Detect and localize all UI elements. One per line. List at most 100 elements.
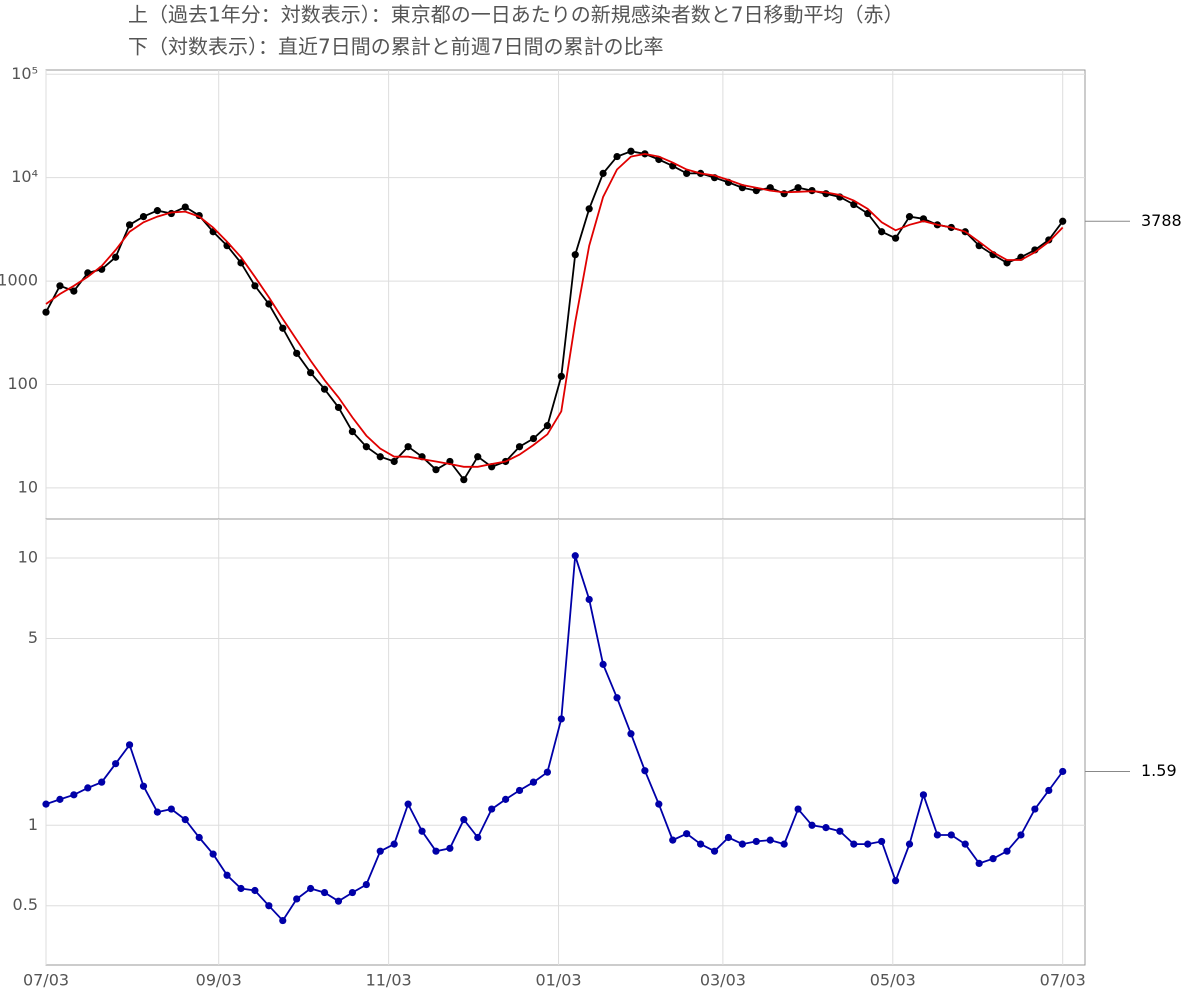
data-point	[1059, 217, 1067, 225]
chart-title: 上（過去1年分：対数表示）：東京都の一日あたりの新規感染者数と7日移動平均（赤）	[128, 3, 903, 27]
data-point	[627, 147, 635, 155]
data-point	[515, 443, 524, 451]
data-point	[683, 169, 691, 177]
data-point	[1059, 767, 1067, 776]
data-point	[265, 902, 273, 910]
data-point	[84, 784, 92, 792]
data-point	[585, 595, 593, 604]
data-point	[112, 253, 120, 261]
data-point	[933, 831, 941, 839]
data-point	[836, 827, 844, 835]
data-point	[362, 880, 370, 889]
data-point	[947, 831, 955, 839]
data-point	[599, 660, 607, 668]
y-tick-label: 10⁵	[11, 64, 38, 83]
data-point	[390, 840, 398, 848]
data-point	[376, 847, 384, 855]
data-point	[307, 369, 315, 377]
series-line	[45, 150, 1064, 482]
data-point	[878, 837, 886, 846]
data-point	[766, 836, 774, 844]
data-point	[1031, 805, 1039, 813]
x-tick-label: 07/03	[23, 971, 69, 990]
data-point	[1017, 831, 1025, 839]
data-point	[42, 308, 50, 316]
data-point	[418, 827, 426, 835]
data-point	[293, 895, 301, 903]
data-point	[724, 833, 733, 842]
y-tick-label: 1000	[0, 271, 38, 290]
data-point	[362, 443, 370, 451]
data-point	[905, 213, 914, 221]
data-point	[390, 457, 398, 466]
data-point	[320, 888, 329, 897]
data-point	[543, 768, 551, 776]
x-tick-label: 09/03	[196, 971, 242, 990]
data-point	[265, 300, 273, 308]
data-point	[989, 855, 997, 863]
y-tick-label: 5	[28, 628, 38, 647]
data-point	[696, 840, 705, 848]
x-tick-label: 07/03	[1040, 971, 1086, 990]
data-point	[515, 786, 524, 795]
data-point	[56, 282, 64, 290]
data-point	[891, 234, 900, 242]
data-point	[794, 805, 802, 813]
data-point	[975, 859, 983, 867]
data-point	[181, 203, 189, 211]
x-tick-label: 03/03	[700, 971, 746, 990]
data-point	[125, 221, 134, 229]
data-point	[961, 840, 969, 848]
data-point	[738, 840, 746, 848]
data-point	[348, 428, 357, 436]
data-point	[404, 443, 412, 451]
data-point	[1003, 847, 1011, 855]
y-tick-label: 10	[18, 477, 38, 496]
data-point	[334, 403, 343, 412]
data-point	[209, 850, 217, 858]
data-point	[404, 800, 412, 808]
data-point	[223, 871, 231, 879]
data-point	[251, 282, 259, 290]
data-point	[125, 741, 134, 749]
plot-area	[45, 518, 1086, 966]
data-point	[376, 453, 384, 461]
data-point	[529, 434, 538, 443]
data-point	[585, 205, 593, 213]
y-tick-label: 100	[7, 374, 38, 393]
data-point	[460, 476, 468, 484]
data-point	[627, 730, 635, 738]
data-point	[919, 791, 928, 799]
data-point	[348, 888, 357, 897]
annotation: 1.59	[1141, 761, 1177, 780]
x-tick-label: 01/03	[535, 971, 581, 990]
data-point	[181, 816, 189, 824]
y-tick-label: 0.5	[13, 895, 38, 914]
series-line	[45, 152, 1064, 468]
data-point	[557, 715, 565, 723]
data-point	[864, 840, 872, 848]
data-point	[905, 840, 914, 848]
data-point	[167, 805, 175, 813]
data-point	[70, 791, 78, 799]
data-point	[293, 349, 301, 357]
data-point	[878, 228, 886, 236]
data-point	[320, 385, 329, 393]
plot-area	[45, 69, 1086, 520]
x-tick-label: 11/03	[366, 971, 412, 990]
data-point	[139, 213, 148, 221]
data-point	[919, 215, 928, 223]
data-point	[279, 916, 287, 925]
data-point	[655, 800, 663, 808]
data-point	[139, 782, 148, 790]
data-point	[669, 836, 677, 844]
data-point	[56, 795, 64, 803]
chart-title: 下（対数表示）：直近7日間の累計と前週7日間の累計の比率	[128, 35, 663, 59]
data-point	[474, 833, 482, 842]
data-point	[543, 422, 551, 430]
y-tick-label: 1	[28, 815, 38, 834]
data-point	[641, 767, 649, 775]
data-point	[432, 847, 440, 855]
data-point	[334, 897, 343, 905]
data-point	[42, 800, 50, 808]
